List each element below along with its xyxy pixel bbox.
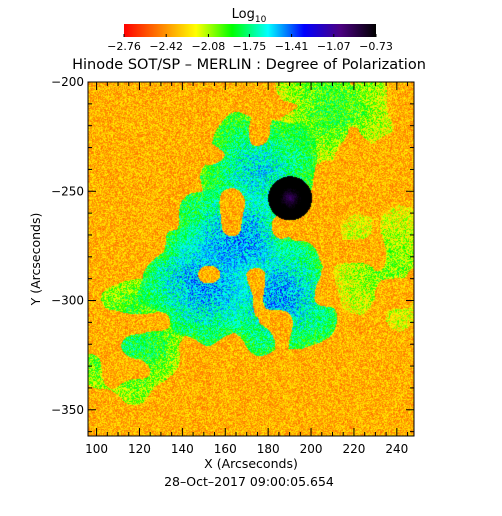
chart-title: Hinode SOT/SP – MERLIN : Degree of Polar… [72,57,426,73]
x-tick-label: 160 [214,442,237,456]
colorbar-ticks: −2.76 −2.42 −2.08 −1.75 −1.41 −1.07 −0.73 [107,34,393,53]
colorbar-tick-label: −1.07 [317,40,351,53]
x-tick-label: 120 [128,442,151,456]
x-axis-label: X (Arcseconds) [204,456,298,471]
y-axis-label: Y (Arcseconds) [28,213,43,307]
y-tick-label: −200 [51,75,84,89]
colorbar-tick-label: −2.08 [192,40,226,53]
x-axis: 100 120 140 160 180 200 220 240 [85,82,408,456]
x-tick-label: 100 [85,442,108,456]
colorbar: Log10 −2.76 −2.42 −2.08 −1.75 −1.41 −1.07 −0.7… [107,7,393,53]
timestamp: 28–Oct–2017 09:00:05.654 [164,474,334,489]
colorbar-title: Log10 [232,7,267,25]
heatmap-image [88,82,414,436]
y-tick-label: −300 [51,294,84,308]
colorbar-tick-label: −2.42 [149,40,183,53]
colorbar-title-main: Log [232,7,255,22]
colorbar-tick-label: −0.73 [359,40,393,53]
colorbar-bar [124,24,376,37]
colorbar-tick-label: −2.76 [107,40,141,53]
colorbar-tick-label: −1.41 [275,40,309,53]
y-axis: −350 −300 −250 −200 [51,75,414,433]
x-tick-label: 240 [385,442,408,456]
colorbar-tick-label: −1.75 [233,40,267,53]
plot-area: 100 120 140 160 180 200 220 240 −350 −300 −250 −20… [51,75,415,456]
colorbar-title-sub: 10 [255,15,267,25]
x-tick-label: 220 [342,442,365,456]
y-tick-label: −350 [51,403,84,417]
x-tick-label: 180 [257,442,280,456]
y-tick-label: −250 [51,184,84,198]
x-tick-label: 140 [171,442,194,456]
x-tick-label: 200 [300,442,323,456]
plot-frame [87,81,415,437]
